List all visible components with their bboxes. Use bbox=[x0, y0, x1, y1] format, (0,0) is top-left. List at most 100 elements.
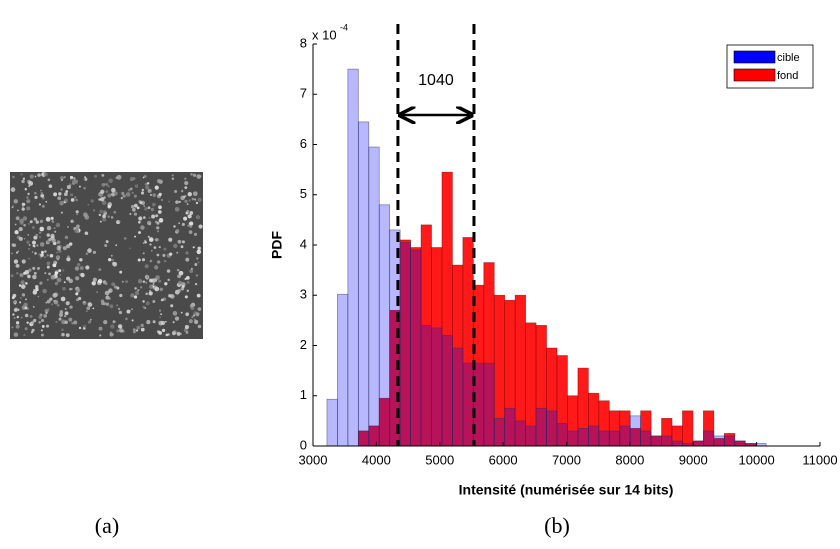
texture-dot bbox=[62, 269, 65, 272]
texture-dot bbox=[148, 237, 154, 242]
texture-dot bbox=[158, 218, 164, 223]
texture-dot bbox=[161, 199, 163, 201]
texture-dot bbox=[194, 282, 198, 286]
texture-dot bbox=[16, 272, 19, 275]
texture-dot bbox=[164, 320, 167, 323]
texture-dot bbox=[149, 259, 153, 263]
texture-dot bbox=[32, 274, 37, 280]
texture-dot bbox=[147, 235, 150, 238]
texture-dot bbox=[46, 299, 51, 304]
texture-dot bbox=[171, 174, 174, 177]
texture-dot bbox=[22, 216, 28, 221]
texture-dot bbox=[42, 288, 47, 294]
texture-dot bbox=[104, 244, 108, 248]
texture-dot bbox=[158, 245, 161, 249]
texture-dot bbox=[166, 269, 171, 273]
histogram-bar bbox=[619, 425, 631, 447]
texture-dot bbox=[26, 196, 29, 199]
texture-dot bbox=[58, 249, 62, 253]
texture-dot bbox=[32, 240, 36, 245]
texture-dot bbox=[125, 317, 128, 321]
texture-dot bbox=[20, 173, 23, 176]
texture-dot bbox=[59, 310, 64, 314]
texture-dot bbox=[152, 320, 156, 324]
texture-dot bbox=[186, 280, 190, 284]
texture-dot bbox=[195, 201, 199, 205]
texture-dot bbox=[129, 187, 133, 191]
texture-dot bbox=[142, 252, 145, 255]
texture-dot bbox=[74, 266, 80, 271]
texture-dot bbox=[70, 198, 75, 202]
texture-dot bbox=[113, 210, 117, 214]
texture-dot bbox=[192, 314, 196, 317]
texture-dot bbox=[165, 283, 167, 286]
texture-dot bbox=[69, 305, 73, 309]
texture-dot bbox=[181, 240, 185, 244]
texture-dot bbox=[180, 311, 183, 314]
texture-dot bbox=[102, 217, 107, 222]
texture-dot bbox=[133, 295, 138, 299]
texture-dot bbox=[60, 176, 64, 180]
histogram-bar bbox=[431, 327, 443, 447]
y-tick-label: 4 bbox=[300, 236, 307, 251]
texture-dot bbox=[25, 282, 28, 285]
texture-dot bbox=[71, 322, 74, 325]
x-tick-label: 3000 bbox=[299, 452, 328, 467]
texture-dot bbox=[92, 209, 96, 212]
y-tick-label: 7 bbox=[300, 86, 307, 101]
texture-dot bbox=[21, 179, 25, 184]
texture-dot bbox=[91, 281, 96, 286]
texture-dot bbox=[70, 219, 74, 223]
texture-dot bbox=[130, 293, 135, 298]
texture-dot bbox=[174, 189, 178, 193]
texture-dot bbox=[168, 200, 170, 203]
texture-dot bbox=[196, 174, 202, 179]
texture-dot bbox=[177, 274, 182, 279]
histogram-bar bbox=[535, 407, 547, 447]
texture-dot bbox=[46, 278, 49, 281]
texture-dot bbox=[152, 285, 155, 288]
texture-dot bbox=[188, 221, 194, 226]
texture-dot bbox=[84, 214, 90, 220]
texture-dot bbox=[54, 271, 58, 275]
texture-dot bbox=[60, 188, 63, 191]
texture-dot bbox=[158, 331, 163, 335]
texture-dot bbox=[117, 307, 121, 311]
texture-dot bbox=[98, 326, 103, 331]
texture-dot bbox=[154, 220, 158, 224]
texture-dot bbox=[149, 289, 151, 292]
texture-dot bbox=[31, 226, 35, 229]
texture-dot bbox=[54, 230, 57, 233]
annotation: 1040 bbox=[418, 72, 454, 89]
texture-dot bbox=[197, 197, 202, 202]
texture-dot bbox=[108, 297, 111, 300]
texture-dot bbox=[21, 207, 25, 211]
texture-dot bbox=[156, 226, 160, 230]
texture-dot bbox=[27, 234, 30, 236]
texture-dot bbox=[34, 175, 37, 178]
texture-dot bbox=[186, 289, 190, 293]
texture-dot bbox=[52, 263, 57, 268]
texture-dot bbox=[65, 333, 70, 338]
texture-dot bbox=[118, 220, 121, 223]
texture-dot bbox=[187, 192, 192, 197]
x-tick-label: 11000 bbox=[802, 452, 837, 467]
texture-dot bbox=[184, 177, 187, 180]
texture-dot bbox=[29, 174, 34, 179]
x-tick-label: 4000 bbox=[362, 452, 391, 467]
texture-dot bbox=[163, 247, 167, 251]
texture-dot bbox=[58, 192, 62, 196]
texture-dot bbox=[26, 206, 31, 211]
texture-dot bbox=[84, 231, 89, 236]
texture-dot bbox=[111, 282, 116, 287]
texture-dot bbox=[87, 320, 92, 324]
histogram-bar bbox=[525, 425, 537, 447]
texture-dot bbox=[27, 274, 31, 279]
texture-dot bbox=[184, 199, 188, 203]
texture-dot bbox=[105, 302, 110, 306]
texture-dot bbox=[11, 326, 14, 329]
texture-dot bbox=[131, 319, 134, 322]
texture-dot bbox=[74, 196, 77, 199]
texture-dot bbox=[62, 286, 66, 291]
